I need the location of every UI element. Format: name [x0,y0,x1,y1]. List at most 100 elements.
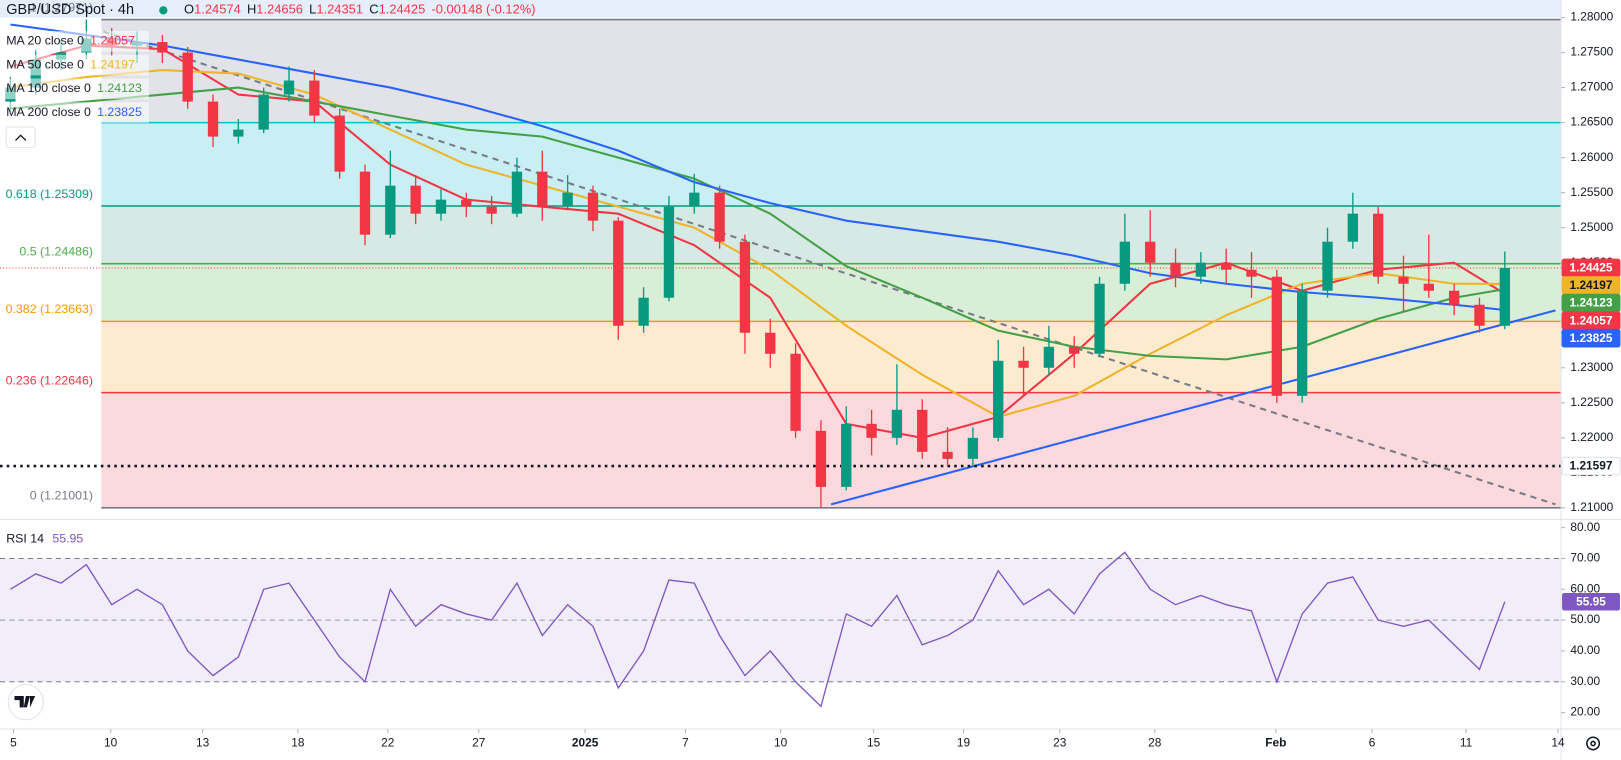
rsi-band [0,558,1562,682]
x-tick-label: 10 [104,736,118,750]
y-tick-label: 1.25500 [1570,185,1613,199]
candle-body [1246,269,1257,277]
fib-band [101,206,1562,264]
rsi-y-tick-label: 30.00 [1570,674,1600,688]
market-status-dot [159,6,168,15]
collapse-box[interactable] [5,126,36,149]
gear-outer[interactable] [1586,736,1601,751]
fib-labels: 0.236 (1.22646) [6,373,93,387]
fib-labels: 1 (1.27971) [30,0,93,14]
x-tick-label: 11 [1460,736,1473,750]
gear-inner[interactable] [1590,740,1596,747]
candle-body [182,52,193,102]
legend: GBP/USD Spot · 4h O1.24574 H1.24656 L1.2435… [2,2,536,545]
x-tick-label: 13 [196,736,210,750]
ohlc-field-value: 1.24574 [194,2,241,17]
x-tick-label: 19 [957,736,971,750]
fib-label: 0 (1.21001) [30,489,93,503]
y-tick-label: 1.27000 [1570,80,1613,94]
candle-body [309,80,320,116]
fib-label: 0.5 (1.24486) [19,245,93,259]
candle-body [663,206,675,298]
candle-body [359,171,371,235]
ohlc-field-label: H [247,2,256,17]
fib-label: 0.382 (1.23663) [6,302,93,316]
y-tick-label: 1.26000 [1570,150,1613,164]
symbol-title: GBP/USD Spot · 4h [6,2,134,18]
candle-body [1170,262,1181,277]
candle-body [587,192,599,221]
legend-row-bg [2,78,149,100]
collapse-button[interactable] [5,126,36,149]
price-tags: 55.95 1.24425 1.24197 1.24123 1.24057 1.23825… [1561,258,1621,611]
candle-body [537,171,548,207]
y-tick-label: 1.23000 [1570,360,1613,374]
fib-label: 1 (1.27971) [30,0,93,14]
candle-body [1347,213,1359,242]
rsi-tag-label: 55.95 [1576,594,1606,608]
top-strip [0,0,1562,18]
candle-body [1221,262,1232,270]
candle-body [562,192,573,207]
candle-body [1499,267,1510,326]
y-tick-label: 1.25000 [1570,220,1613,234]
candle-body [739,241,751,333]
candle-body [233,129,244,137]
x-tick-label: 22 [381,736,394,750]
candle-body [1094,283,1105,354]
fib-band [101,321,1562,393]
ohlc-field-label: O [184,2,194,17]
legend-name: MA 200 close 0 [6,105,91,119]
legend-value: 1.24197 [90,57,135,71]
x-tick-label: 27 [472,736,485,750]
y-tick-label: 1.27500 [1570,45,1613,59]
legend-value: 1.24057 [90,34,135,48]
legend-row-bg [2,102,149,123]
ohlc-change: -0.00148 (-0.12%) [431,2,535,17]
rsi-pane [0,551,1562,708]
y-tick-label: 1.26500 [1570,115,1613,129]
candle-body [866,423,877,438]
price-tag [1561,456,1621,476]
candle-body [207,101,219,137]
y-tick-label: 1.28000 [1570,10,1613,24]
candle-body [1372,213,1384,277]
candle-body [714,192,725,242]
ohlc-field-value: 1.24425 [379,2,426,17]
fib-labels: 0.382 (1.23663) [6,302,93,316]
x-tick-label: 2025 [572,736,599,750]
price-tag-label: 1.21597 [1570,459,1613,473]
candle-body [765,332,776,354]
collapse-chevron[interactable] [15,134,27,141]
legend-name: MA 100 close 0 [6,81,91,95]
price-tag-label: 1.24057 [1570,313,1613,327]
candle-body [1423,283,1434,291]
axes: 1.210001.215001.220001.225001.230001.235… [10,10,1614,750]
ohlc-readout: O1.24574 H1.24656 L1.24351 C1.24425 -0.00148… [184,2,536,17]
rsi-y-tick-label: 60.00 [1570,581,1600,595]
candle-body [410,185,421,214]
ohlc-field-value: 1.24351 [316,2,363,17]
fib-labels: 0.5 (1.24486) [19,245,93,259]
x-tick-label: 7 [682,736,689,750]
fib-band [101,19,1562,123]
candle-body [1069,346,1080,354]
price-tag-label: 1.24197 [1570,278,1613,292]
rsi-tag [1562,592,1620,611]
y-tick-label: 1.21000 [1570,500,1613,514]
tradingview-logo [7,684,44,721]
price-tag [1561,328,1621,348]
candle-body [511,171,523,214]
x-tick-label: 14 [1551,736,1565,750]
candle-body [258,94,269,130]
rsi-y-tick-label: 20.00 [1570,705,1600,719]
rsi-y-tick-label: 50.00 [1570,612,1600,626]
price-tag-label: 1.24425 [1570,261,1613,275]
settings-icon[interactable] [1586,736,1601,751]
rsi-line [10,551,1506,708]
candle-body [1271,276,1283,396]
candle-body [385,185,396,235]
candle-body [1018,360,1029,368]
candle-body [967,437,979,459]
